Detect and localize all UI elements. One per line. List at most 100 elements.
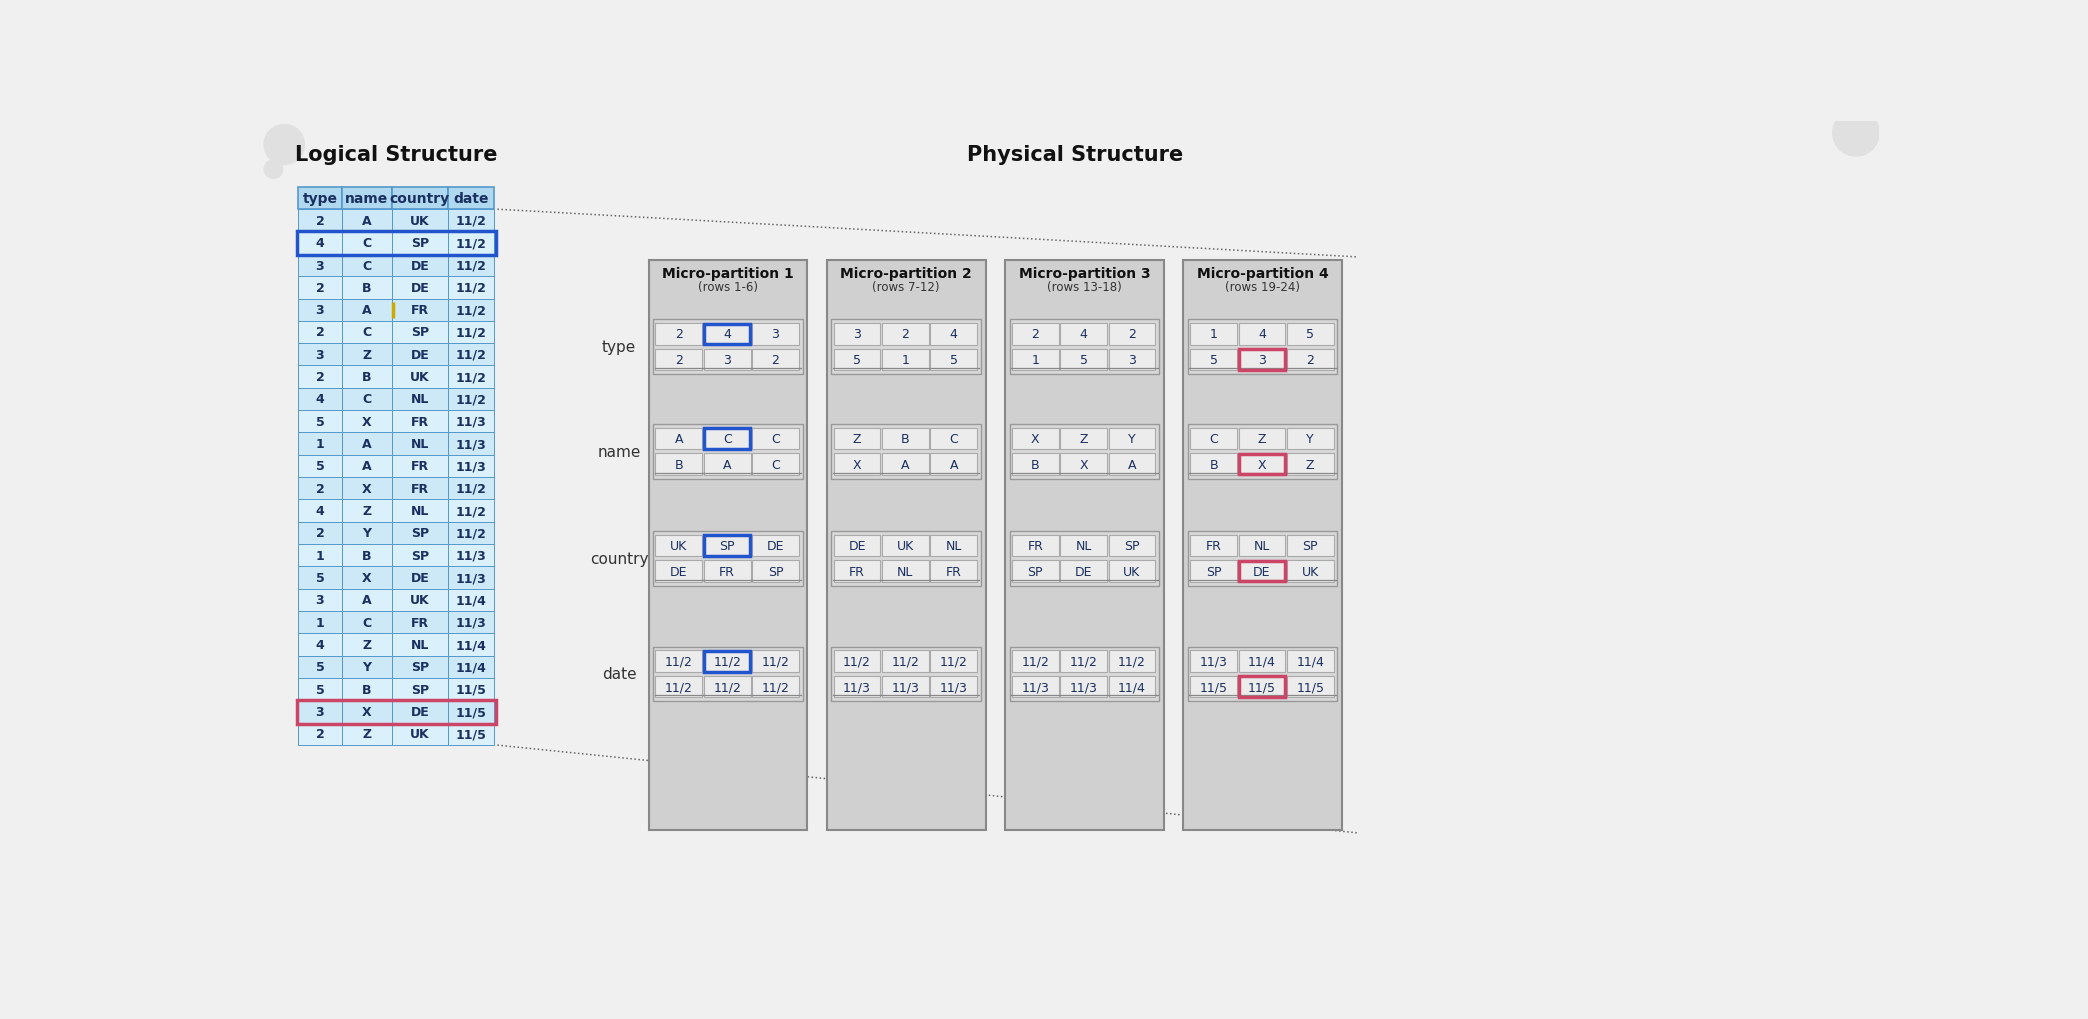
Bar <box>299 210 342 232</box>
Text: 5: 5 <box>1209 354 1217 367</box>
Bar <box>704 429 750 449</box>
Text: B: B <box>361 549 372 562</box>
Text: UK: UK <box>670 540 687 552</box>
Text: X: X <box>1079 459 1088 471</box>
Text: SP: SP <box>1123 540 1140 552</box>
Text: DE: DE <box>1075 565 1092 578</box>
Text: 2: 2 <box>674 328 683 341</box>
Text: NL: NL <box>898 565 915 578</box>
Bar <box>299 567 342 589</box>
Text: 2: 2 <box>1307 354 1313 367</box>
Bar <box>447 723 495 745</box>
Bar <box>1286 324 1334 345</box>
Bar <box>752 651 800 673</box>
Bar <box>833 677 881 698</box>
Text: date: date <box>601 666 637 682</box>
Text: 11/4: 11/4 <box>1297 655 1324 668</box>
Bar <box>1238 677 1286 698</box>
Text: X: X <box>361 482 372 495</box>
Bar <box>393 679 447 701</box>
Bar <box>1190 428 1236 450</box>
Bar <box>342 656 393 679</box>
Text: C: C <box>361 326 372 339</box>
Bar <box>704 324 750 345</box>
Bar <box>447 455 495 478</box>
Bar <box>342 187 393 210</box>
Text: SP: SP <box>768 565 783 578</box>
Text: 11/3: 11/3 <box>455 549 487 562</box>
Bar <box>1109 324 1155 345</box>
Text: 11/4: 11/4 <box>1249 655 1276 668</box>
Bar <box>881 535 929 557</box>
Text: DE: DE <box>670 565 687 578</box>
Bar <box>299 500 342 523</box>
Text: Z: Z <box>1079 433 1088 445</box>
Text: 11/3: 11/3 <box>1069 681 1098 693</box>
Text: Z: Z <box>361 348 372 362</box>
Text: Micro-partition 3: Micro-partition 3 <box>1019 267 1150 281</box>
Text: B: B <box>902 433 910 445</box>
Bar <box>881 324 929 345</box>
Text: 2: 2 <box>315 728 324 741</box>
Bar <box>752 677 800 698</box>
Bar <box>1061 560 1107 582</box>
Bar <box>1061 651 1107 673</box>
Text: 11/2: 11/2 <box>940 655 967 668</box>
Text: UK: UK <box>896 540 915 552</box>
Bar <box>1190 350 1236 371</box>
Text: B: B <box>361 371 372 384</box>
Bar <box>393 589 447 611</box>
Bar <box>649 261 808 830</box>
Bar <box>342 567 393 589</box>
Bar <box>393 656 447 679</box>
Bar <box>299 634 342 656</box>
Bar <box>447 656 495 679</box>
Text: DE: DE <box>411 348 430 362</box>
Text: 2: 2 <box>902 328 910 341</box>
Bar <box>393 411 447 433</box>
Bar <box>1061 324 1107 345</box>
Text: B: B <box>674 459 683 471</box>
Text: C: C <box>770 433 779 445</box>
Bar <box>299 300 342 322</box>
Bar <box>704 536 750 556</box>
Bar <box>393 611 447 634</box>
Bar <box>447 634 495 656</box>
Bar <box>752 535 800 557</box>
Bar <box>654 532 802 586</box>
Text: Micro-partition 2: Micro-partition 2 <box>839 267 973 281</box>
Bar <box>656 350 702 371</box>
Text: 11/2: 11/2 <box>455 215 487 227</box>
Bar <box>833 324 881 345</box>
Bar <box>342 343 393 366</box>
Text: 4: 4 <box>722 328 731 341</box>
Text: 2: 2 <box>315 215 324 227</box>
Bar <box>393 300 447 322</box>
Bar <box>299 544 342 567</box>
Text: SP: SP <box>411 549 428 562</box>
Text: C: C <box>770 459 779 471</box>
Bar <box>1013 651 1059 673</box>
Text: 2: 2 <box>1128 328 1136 341</box>
Text: (rows 7-12): (rows 7-12) <box>873 280 940 293</box>
Bar <box>393 232 447 255</box>
Text: NL: NL <box>411 438 428 450</box>
Bar <box>704 651 750 673</box>
Bar <box>1061 428 1107 450</box>
Text: 11/5: 11/5 <box>455 705 487 718</box>
Text: 3: 3 <box>315 259 324 272</box>
Text: (rows 13-18): (rows 13-18) <box>1046 280 1121 293</box>
Text: 5: 5 <box>1307 328 1313 341</box>
Text: FR: FR <box>718 565 735 578</box>
Text: country: country <box>589 551 647 567</box>
Text: NL: NL <box>411 393 428 407</box>
Text: 2: 2 <box>315 371 324 384</box>
Text: 11/3: 11/3 <box>455 416 487 428</box>
Text: SP: SP <box>411 326 428 339</box>
Bar <box>881 677 929 698</box>
Text: 3: 3 <box>315 705 324 718</box>
Text: 4: 4 <box>950 328 958 341</box>
Bar <box>299 589 342 611</box>
Bar <box>931 560 977 582</box>
Text: NL: NL <box>946 540 963 552</box>
